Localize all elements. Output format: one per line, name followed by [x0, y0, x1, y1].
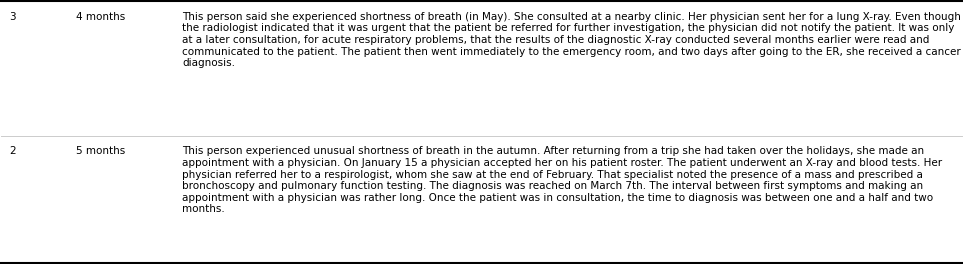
Text: 4 months: 4 months: [76, 12, 125, 22]
Text: 5 months: 5 months: [76, 146, 125, 156]
Text: 3: 3: [9, 12, 15, 22]
Text: This person experienced unusual shortness of breath in the autumn. After returni: This person experienced unusual shortnes…: [182, 146, 942, 214]
Text: This person said she experienced shortness of breath (in May). She consulted at : This person said she experienced shortne…: [182, 12, 961, 68]
Text: 2: 2: [9, 146, 15, 156]
